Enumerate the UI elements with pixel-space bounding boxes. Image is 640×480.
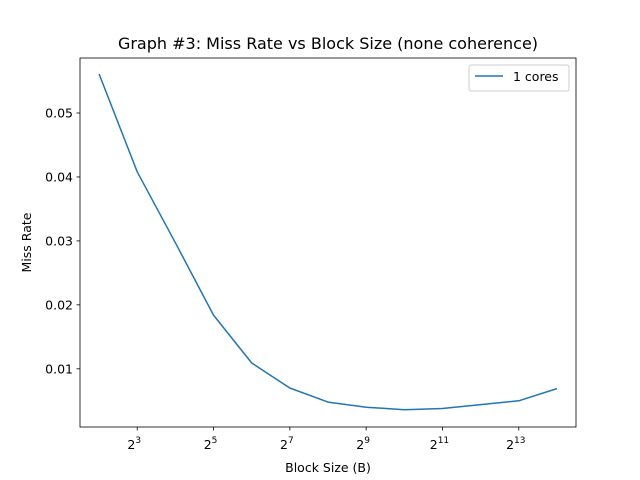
y-axis-label: Miss Rate (19, 212, 34, 272)
y-tick-label: 0.02 (45, 297, 73, 312)
y-tick-label: 0.03 (45, 233, 73, 248)
x-axis-label: Block Size (B) (285, 460, 371, 475)
series-layer (98, 73, 558, 411)
series-line (98, 73, 558, 411)
plot-frame (79, 57, 577, 428)
legend-label: 1 cores (513, 69, 559, 84)
y-tick-label: 0.01 (45, 361, 73, 376)
legend-box (468, 64, 570, 92)
y-axis-ticks: 0.01 0.02 0.03 0.04 0.05 (45, 105, 80, 376)
plot-area (80, 58, 576, 427)
chart-title: Graph #3: Miss Rate vs Block Size (none … (118, 34, 538, 53)
y-tick-label: 0.04 (45, 169, 73, 184)
legend: 1 cores (468, 64, 570, 92)
y-tick-label: 0.05 (45, 105, 73, 120)
